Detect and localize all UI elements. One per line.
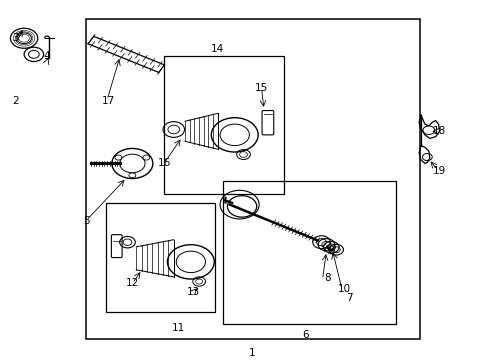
Text: 4: 4 bbox=[43, 51, 50, 61]
Text: 6: 6 bbox=[302, 330, 308, 340]
Text: 2: 2 bbox=[12, 96, 19, 106]
Bar bbox=[222, 181, 395, 324]
Text: 5: 5 bbox=[82, 216, 89, 226]
Text: 18: 18 bbox=[432, 126, 445, 136]
Text: 9: 9 bbox=[327, 246, 334, 256]
Text: 1: 1 bbox=[248, 348, 255, 358]
Bar bbox=[105, 203, 215, 312]
Bar bbox=[86, 19, 419, 339]
Text: 16: 16 bbox=[157, 158, 170, 168]
Text: 8: 8 bbox=[324, 273, 330, 283]
Text: 13: 13 bbox=[186, 287, 200, 297]
Text: 7: 7 bbox=[346, 293, 352, 303]
Bar bbox=[163, 56, 283, 194]
Text: 17: 17 bbox=[101, 96, 114, 106]
Text: 12: 12 bbox=[125, 278, 139, 288]
Text: 10: 10 bbox=[337, 284, 350, 294]
Text: 15: 15 bbox=[254, 84, 267, 93]
Text: 14: 14 bbox=[211, 44, 224, 54]
Text: 3: 3 bbox=[12, 33, 19, 43]
Text: 11: 11 bbox=[172, 323, 185, 333]
Text: 19: 19 bbox=[432, 166, 445, 176]
